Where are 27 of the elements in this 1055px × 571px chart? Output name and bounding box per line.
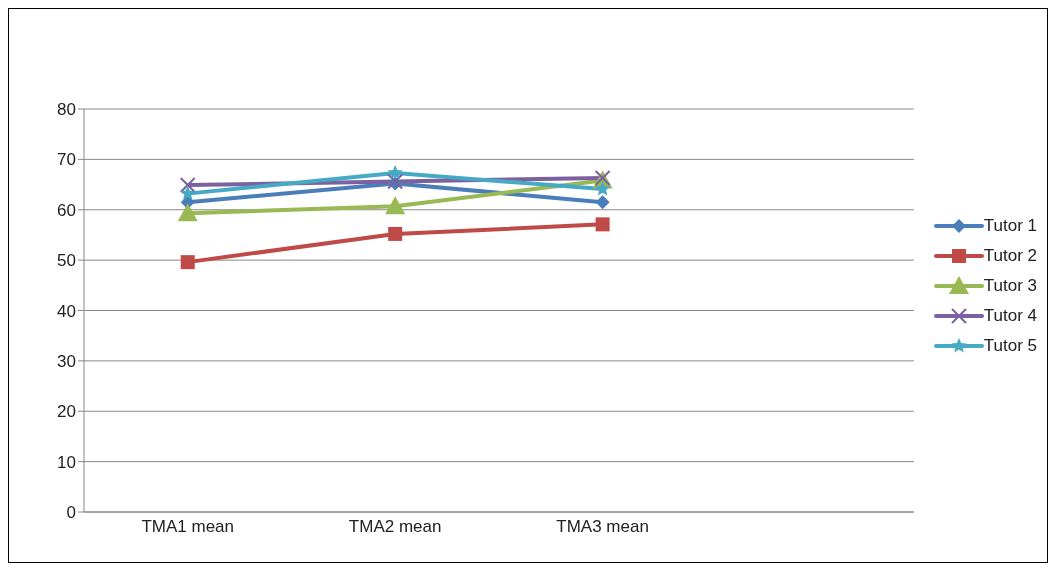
legend-label: Tutor 5 <box>983 335 1037 356</box>
x-tick-label: TMA1 mean <box>141 517 235 537</box>
y-tick-label: 20 <box>57 402 76 422</box>
point <box>177 203 198 222</box>
legend-label: Tutor 1 <box>983 215 1037 236</box>
legend-label: Tutor 2 <box>983 245 1037 266</box>
legend-label: Tutor 3 <box>983 275 1037 296</box>
point <box>180 255 195 270</box>
point <box>179 177 196 194</box>
y-tick-label: 80 <box>57 100 76 120</box>
y-tick-label: 0 <box>66 503 76 523</box>
point <box>388 226 403 241</box>
point <box>595 195 610 210</box>
point <box>595 181 611 196</box>
point <box>385 196 406 215</box>
point <box>387 164 403 180</box>
x-tick-label: TMA3 mean <box>556 517 649 537</box>
y-tick-label: 40 <box>57 301 76 321</box>
y-tick-label: 60 <box>57 200 76 220</box>
y-tick-label: 10 <box>57 452 76 472</box>
y-tick-label: 30 <box>57 351 76 371</box>
y-tick-label: 50 <box>57 251 76 271</box>
y-tick-label: 70 <box>57 150 76 170</box>
point <box>180 185 196 201</box>
x-tick-label: TMA2 mean <box>348 517 442 537</box>
point <box>595 217 610 232</box>
legend-label: Tutor 4 <box>983 305 1037 326</box>
